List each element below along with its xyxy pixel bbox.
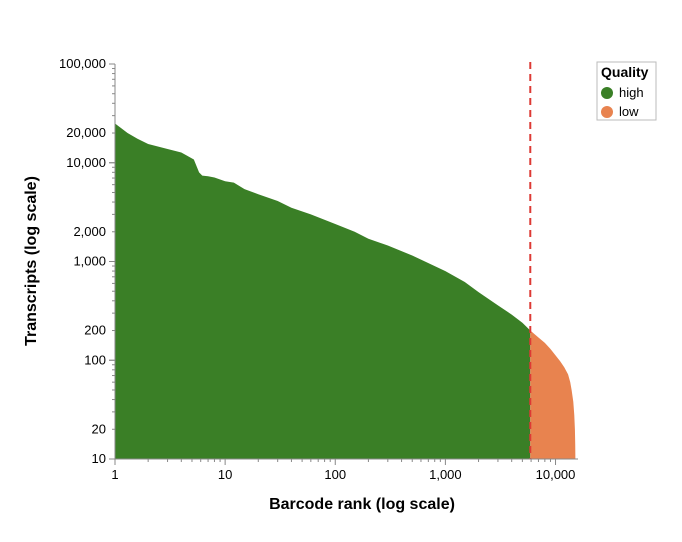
legend: Quality high low bbox=[596, 61, 657, 121]
legend-swatch-high bbox=[601, 87, 613, 99]
x-axis: 1 10 100 1,000 10,000 bbox=[111, 458, 578, 482]
y-tick-label: 20 bbox=[92, 421, 106, 436]
y-axis: 10 20 100 200 1,000 2,000 10,000 20,000 100,000 bbox=[59, 56, 116, 466]
area-series-high bbox=[115, 123, 531, 459]
y-tick-label: 10 bbox=[92, 451, 106, 466]
legend-title: Quality bbox=[601, 64, 649, 80]
x-axis-title: Barcode rank (log scale) bbox=[269, 496, 455, 513]
x-tick-label: 100 bbox=[324, 467, 346, 482]
y-tick-label: 100 bbox=[84, 352, 106, 367]
y-axis-title: Transcripts (log scale) bbox=[23, 176, 40, 346]
area-series-low bbox=[530, 330, 576, 459]
x-tick-label: 1 bbox=[111, 467, 118, 482]
plot-area bbox=[115, 62, 576, 459]
legend-label-high: high bbox=[619, 85, 644, 100]
x-tick-label: 10 bbox=[218, 467, 232, 482]
x-tick-label: 1,000 bbox=[429, 467, 462, 482]
legend-label-low: low bbox=[619, 104, 639, 119]
legend-swatch-low bbox=[601, 106, 613, 118]
y-tick-label: 200 bbox=[84, 323, 106, 338]
y-tick-label: 20,000 bbox=[66, 125, 106, 140]
y-tick-label: 100,000 bbox=[59, 56, 106, 71]
x-tick-label: 10,000 bbox=[536, 467, 576, 482]
y-tick-label: 10,000 bbox=[66, 155, 106, 170]
y-tick-label: 1,000 bbox=[73, 254, 106, 269]
y-tick-label: 2,000 bbox=[73, 224, 106, 239]
